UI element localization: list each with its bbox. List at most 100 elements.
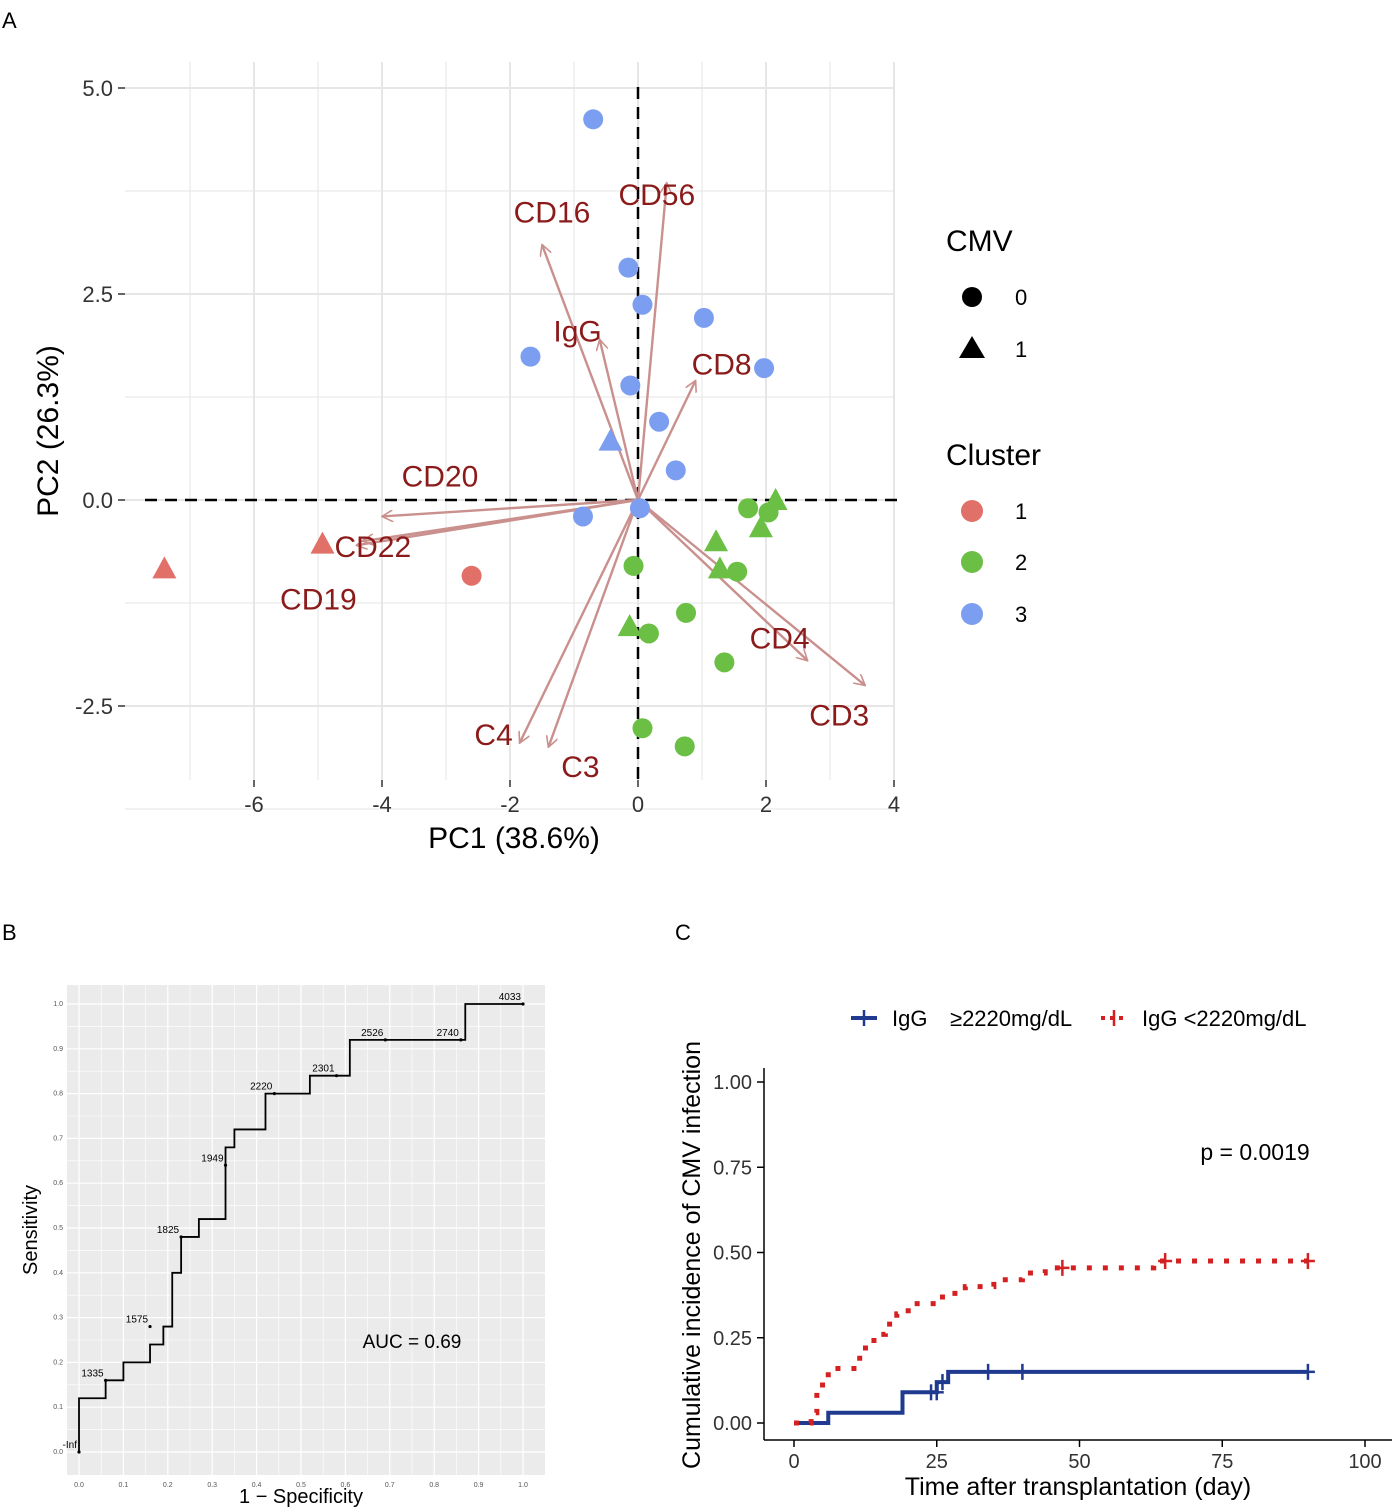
- legend-cmv-title: CMV: [946, 225, 1013, 258]
- legend-cmv-circle-icon: [962, 287, 982, 307]
- pca-point-circle: [665, 460, 686, 481]
- pca-gridlines: [125, 62, 895, 810]
- ci-legend-label-high-b: ≥2220mg/dL: [950, 1006, 1072, 1031]
- roc-threshold-label: 4033: [499, 992, 522, 1003]
- roc-threshold-label: 1575: [126, 1315, 149, 1326]
- loading-arrow-cd19: [356, 498, 639, 545]
- loading-arrow-c3: [548, 499, 640, 747]
- pca-point-circle: [714, 652, 735, 673]
- roc-threshold-label: 1949: [201, 1153, 224, 1164]
- loading-label-cd56: CD56: [618, 179, 695, 212]
- pca-x-tick-label: -2: [500, 792, 520, 817]
- pca-point-circle: [629, 498, 650, 519]
- roc-y-tick-label: 0.2: [53, 1359, 63, 1366]
- pca-point-circle: [638, 623, 659, 644]
- roc-threshold-label: 2301: [312, 1064, 335, 1075]
- roc-x-tick-label: 1.0: [518, 1482, 528, 1489]
- roc-plot-background: [67, 985, 545, 1475]
- pca-point-circle: [738, 498, 759, 519]
- roc-y-tick-label: 0.0: [53, 1449, 63, 1456]
- roc-x-tick-label: 0.3: [207, 1482, 217, 1489]
- pca-point-circle: [623, 555, 644, 576]
- roc-threshold-label: -Inf: [63, 1440, 78, 1451]
- roc-threshold-label: 1335: [81, 1368, 104, 1379]
- ci-x-tick-label: 0: [788, 1451, 799, 1473]
- roc-threshold-label: 1825: [157, 1225, 180, 1236]
- pca-point-triangle: [617, 614, 642, 637]
- pca-point-circle: [632, 294, 653, 315]
- pca-y-tick-label: 5.0: [82, 76, 113, 101]
- legend-cmv-triangle-icon: [959, 336, 985, 358]
- ci-x-tick-label: 100: [1348, 1451, 1381, 1473]
- roc-auc-annotation: AUC = 0.69: [363, 1332, 462, 1353]
- pca-x-ticks: -6 -4 -2 0 2 4: [244, 780, 900, 817]
- pca-x-tick-label: 4: [888, 792, 900, 817]
- pca-y-tick-label: 2.5: [82, 282, 113, 307]
- ci-x-tick-label: 25: [926, 1451, 948, 1473]
- roc-threshold-labels: -Inf 1335 1575 1825 1949 2220 2301 2526 2740 4033: [63, 992, 525, 1454]
- pca-point-circle: [520, 346, 541, 367]
- pca-point-triangle: [598, 428, 623, 451]
- roc-y-axis-title: Sensitivity: [20, 1185, 42, 1275]
- pca-x-axis-title: PC1 (38.6%): [428, 822, 600, 855]
- ci-p-value: p = 0.0019: [1200, 1139, 1309, 1165]
- pca-point-circle: [461, 565, 482, 586]
- ci-x-ticks: 0 25 50 75 100: [788, 1440, 1382, 1473]
- pca-loading-labels: CD16 CD56 IgG CD8 CD20 CD22 CD19 CD4 CD3 C4 C3: [280, 179, 869, 784]
- pca-points: [152, 109, 788, 757]
- pca-point-circle: [754, 358, 775, 379]
- pca-x-tick-label: -6: [244, 792, 264, 817]
- legend-cluster-3-label: 3: [1015, 602, 1027, 627]
- loading-arrow-cd8: [636, 381, 696, 501]
- pca-loading-arrows: [356, 183, 865, 747]
- loading-arrow-cd4: [637, 499, 808, 661]
- loading-label-cd8: CD8: [692, 349, 752, 382]
- loading-arrow-cd56: [636, 183, 667, 501]
- roc-x-tick-label: 0.4: [252, 1482, 262, 1489]
- roc-y-tick-label: 1.0: [53, 1001, 63, 1008]
- loading-arrow-c4: [520, 499, 640, 743]
- ci-y-tick-label: 0.25: [713, 1328, 752, 1350]
- pca-point-triangle: [152, 556, 177, 579]
- pca-point-circle: [583, 109, 604, 130]
- loading-arrow-cd3: [637, 499, 865, 685]
- legend-cluster-title: Cluster: [946, 439, 1041, 472]
- roc-gridlines: [67, 985, 545, 1475]
- roc-threshold-point: [272, 1092, 276, 1096]
- pca-point-circle: [620, 375, 641, 396]
- roc-threshold-point: [148, 1324, 152, 1329]
- roc-threshold-point: [223, 1163, 228, 1167]
- loading-label-cd20: CD20: [402, 460, 479, 493]
- legend-cluster-3-swatch: [961, 603, 983, 625]
- roc-threshold-point: [521, 1002, 525, 1006]
- roc-curve: [78, 1003, 523, 1452]
- roc-x-tick-label: 0.0: [74, 1482, 84, 1489]
- loading-label-c3: C3: [561, 751, 599, 784]
- roc-y-ticks: 0.0 0.1 0.2 0.3 0.4 0.5 0.6 0.7 0.8 0.9 1.0: [53, 1001, 63, 1456]
- pca-point-circle: [632, 718, 653, 739]
- pca-point-triangle: [748, 515, 773, 538]
- roc-threshold-point: [459, 1038, 463, 1042]
- ci-legend-label-low: IgG <2220mg/dL: [1142, 1006, 1307, 1031]
- legend-cluster-1-label: 1: [1015, 499, 1027, 524]
- roc-y-tick-label: 0.6: [53, 1180, 63, 1187]
- roc-threshold-point: [104, 1378, 108, 1382]
- ci-y-tick-label: 0.75: [713, 1157, 752, 1179]
- roc-x-tick-label: 0.6: [341, 1482, 351, 1489]
- loading-label-cd19: CD19: [280, 583, 357, 616]
- roc-x-tick-label: 0.5: [296, 1482, 306, 1489]
- roc-threshold-point: [77, 1450, 81, 1454]
- legend-cmv-0-label: 0: [1015, 285, 1027, 310]
- roc-curve-line: [78, 1003, 523, 1452]
- loading-label-c4: C4: [474, 719, 512, 752]
- roc-x-axis-title: 1 − Specificity: [239, 1486, 363, 1508]
- pca-y-tick-label: -2.5: [75, 694, 113, 719]
- panel-label-a: A: [2, 8, 17, 33]
- ci-x-tick-label: 75: [1211, 1451, 1233, 1473]
- pca-point-circle: [676, 602, 696, 623]
- roc-threshold-point: [334, 1074, 339, 1078]
- roc-y-tick-label: 0.4: [53, 1270, 63, 1277]
- ci-series-low-igg: [794, 1258, 1308, 1426]
